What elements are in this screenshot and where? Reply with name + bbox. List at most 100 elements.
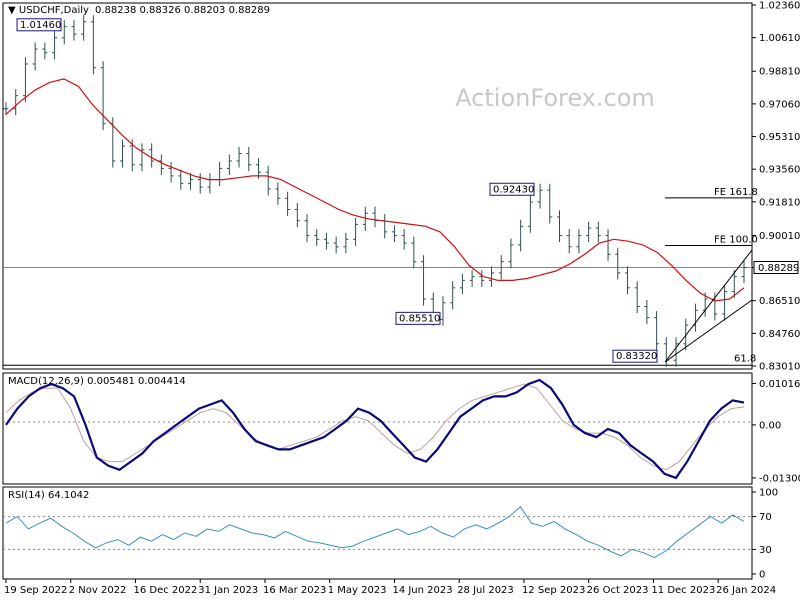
high-annotation-1-01460: 1.01460 <box>16 18 62 32</box>
svg-text:1.02360: 1.02360 <box>759 1 800 12</box>
price-bar <box>255 158 261 179</box>
price-y-tick: 0.84760 <box>752 329 800 340</box>
price-bar <box>498 255 504 280</box>
moving-average-line <box>5 78 745 302</box>
svg-text:0.93560: 0.93560 <box>759 165 800 176</box>
svg-text:28 Jul 2023: 28 Jul 2023 <box>457 585 514 596</box>
x-tick-label: 19 Sep 2022 <box>4 579 67 596</box>
price-bar <box>450 281 456 310</box>
price-bar <box>566 229 572 254</box>
price-bar <box>557 210 562 243</box>
svg-text:0.98810: 0.98810 <box>759 67 800 78</box>
macd-panel-border <box>2 372 753 485</box>
price-bar <box>265 165 271 196</box>
price-bar <box>61 20 67 45</box>
low-annotation-0-83320-label: 0.83320 <box>616 351 657 362</box>
rsi-panel-border <box>2 486 753 580</box>
price-bar <box>518 219 524 252</box>
svg-text:0.95310: 0.95310 <box>759 132 800 143</box>
svg-text:12 Sep 2023: 12 Sep 2023 <box>522 585 585 596</box>
x-axis: 19 Sep 2022 2 Nov 2022 16 Dec 2022 31 Jan 2… <box>4 579 776 596</box>
svg-text:26 Oct 2023: 26 Oct 2023 <box>587 585 649 596</box>
price-panel: ActionForex.com 1.01460 0.92430 0.85510 0.8… <box>2 1 800 373</box>
price-bar <box>605 229 611 261</box>
svg-text:19 Sep 2022: 19 Sep 2022 <box>4 585 67 596</box>
watermark: ActionForex.com <box>455 84 655 112</box>
price-bar <box>149 143 155 168</box>
price-bar <box>644 299 650 325</box>
price-bar <box>139 143 145 172</box>
price-y-tick: 1.00610 <box>752 33 800 44</box>
price-bar <box>362 206 368 231</box>
svg-text:0: 0 <box>759 570 765 581</box>
price-bar <box>71 20 77 41</box>
rsi-title: RSI(14) 64.1042 <box>8 490 89 501</box>
price-bar <box>508 238 514 269</box>
price-bar <box>42 42 48 60</box>
svg-text:16 Dec 2022: 16 Dec 2022 <box>133 585 197 596</box>
rsi-panel: 100 70 30 0 RSI(14) 64.1042 <box>2 486 778 581</box>
macd-y-tick: 0.00 <box>752 420 781 431</box>
price-bar <box>673 337 679 367</box>
price-bar <box>741 260 747 284</box>
macd-y-tick: -0.013006 <box>752 473 800 484</box>
price-y-tick: 0.91810 <box>752 197 800 208</box>
price-bar <box>343 232 349 254</box>
price-y-tick: 0.86510 <box>752 296 800 307</box>
price-bar <box>421 255 427 306</box>
high-annotation-0-92430-label: 0.92430 <box>493 184 534 195</box>
svg-text:0.84760: 0.84760 <box>759 329 800 340</box>
price-panel-border <box>2 2 753 370</box>
price-bar <box>731 270 737 299</box>
price-bar <box>353 217 359 246</box>
price-bar <box>401 229 407 250</box>
price-bar <box>683 318 689 351</box>
price-bar <box>100 61 106 131</box>
price-bar <box>595 221 601 243</box>
svg-text:11 Dec 2023: 11 Dec 2023 <box>651 585 715 596</box>
channel-lower-line <box>664 299 753 363</box>
price-bar <box>440 296 446 326</box>
fe-161-label: FE 161.8 <box>714 187 758 198</box>
rsi-y-tick: 70 <box>752 512 772 523</box>
fe-100-label: FE 100.0 <box>714 234 758 245</box>
x-tick-label: 28 Jul 2023 <box>457 579 514 596</box>
price-bar <box>13 89 19 116</box>
price-bar <box>294 202 300 228</box>
svg-text:0.88289: 0.88289 <box>758 263 799 274</box>
fib-618-label: 61.8 <box>734 353 756 364</box>
channel-upper-line <box>664 249 753 363</box>
x-tick-label: 1 May 2023 <box>328 579 387 596</box>
price-bar <box>654 311 660 351</box>
price-bar <box>236 146 242 168</box>
svg-text:14 Jun 2023: 14 Jun 2023 <box>392 585 452 596</box>
price-bar <box>547 183 553 224</box>
price-bar <box>479 270 485 287</box>
low-annotation-0-85510: 0.85510 <box>395 311 441 325</box>
price-bar <box>411 236 417 269</box>
rsi-y-tick: 30 <box>752 545 772 556</box>
price-bar <box>372 206 378 228</box>
price-bar <box>527 195 533 233</box>
low-annotation-0-83320: 0.83320 <box>612 349 658 363</box>
svg-text:0.83010: 0.83010 <box>759 362 800 373</box>
symbol-label: USDCHF,Daily <box>19 5 89 16</box>
x-tick-label: 2 Nov 2022 <box>69 579 126 596</box>
x-tick-label: 31 Jan 2023 <box>198 579 258 596</box>
svg-text:26 Jan 2024: 26 Jan 2024 <box>716 585 776 596</box>
x-tick-label: 11 Dec 2023 <box>651 579 715 596</box>
price-y-tick: 0.93560 <box>752 165 800 176</box>
price-y-tick: 0.88289 <box>752 261 799 275</box>
price-bar <box>178 169 184 190</box>
svg-text:100: 100 <box>759 488 778 499</box>
price-bar <box>285 191 291 217</box>
high-annotation-1-01460-label: 1.01460 <box>20 20 61 31</box>
price-bar <box>459 273 465 295</box>
svg-text:1 May 2023: 1 May 2023 <box>328 585 387 596</box>
svg-text:0.86510: 0.86510 <box>759 296 800 307</box>
macd-title: MACD(12,26,9) 0.005481 0.004414 <box>8 376 186 387</box>
svg-text:1.00610: 1.00610 <box>759 33 800 44</box>
svg-text:-0.013006: -0.013006 <box>759 473 800 484</box>
chart-title: ▼ USDCHF,Daily 0.88238 0.88326 0.88203 0.… <box>8 5 270 16</box>
